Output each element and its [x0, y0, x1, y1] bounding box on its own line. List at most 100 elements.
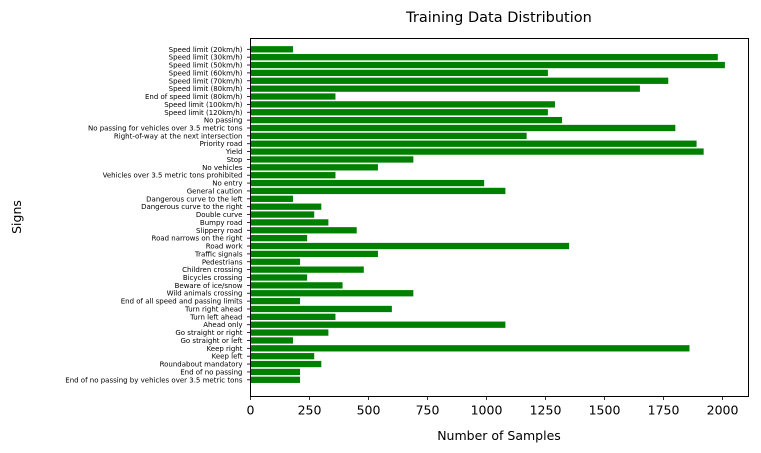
x-tick-label: 2000 — [707, 403, 739, 418]
y-tick-label: General caution — [187, 187, 243, 195]
bar — [250, 266, 364, 273]
bar — [250, 164, 378, 171]
y-tick-label: Keep left — [212, 353, 243, 361]
y-tick-label: Double curve — [196, 211, 243, 219]
bar — [250, 101, 555, 108]
y-tick-label: Keep right — [207, 345, 243, 353]
y-tick-label: Speed limit (50km/h) — [169, 62, 243, 70]
x-tick-label: 250 — [298, 403, 322, 418]
bar — [250, 376, 301, 383]
y-tick-label: Go straight or right — [175, 329, 242, 337]
bar — [250, 54, 718, 61]
y-tick-label: Children crossing — [182, 266, 242, 274]
chart-title: Training Data Distribution — [405, 10, 592, 26]
x-tick-label: 0 — [247, 403, 255, 418]
y-tick-label: Speed limit (60km/h) — [169, 69, 243, 77]
y-tick-label: Priority road — [200, 140, 243, 148]
bar — [250, 172, 336, 179]
bar — [250, 211, 315, 218]
y-tick-label: Speed limit (100km/h) — [164, 101, 243, 109]
y-tick-label: Speed limit (70km/h) — [169, 77, 243, 85]
bar — [250, 305, 392, 313]
y-tick-label: Traffic signals — [194, 250, 243, 258]
bar — [250, 242, 570, 250]
x-axis-label: Number of Samples — [437, 428, 561, 443]
y-tick-label: No vehicles — [202, 164, 243, 172]
y-tick-labels: Speed limit (20km/h)Speed limit (30km/h)… — [65, 46, 251, 384]
plot-frame — [250, 38, 749, 397]
y-tick-label: Road narrows on the right — [152, 235, 243, 243]
y-tick-label: End of all speed and passing limits — [121, 298, 243, 306]
y-tick-label: Speed limit (120km/h) — [164, 109, 243, 117]
y-tick-label: Vehicles over 3.5 metric tons prohibited — [103, 172, 243, 180]
bar — [250, 69, 548, 77]
bar — [250, 353, 315, 360]
y-tick-label: Dangerous curve to the left — [146, 195, 243, 203]
bar — [250, 140, 697, 147]
y-tick-label: End of no passing — [180, 368, 242, 376]
y-tick-label: Speed limit (80km/h) — [169, 85, 243, 93]
x-tick-label: 750 — [416, 403, 440, 418]
bar — [250, 368, 301, 376]
x-tick-label: 1000 — [471, 403, 503, 418]
bar — [250, 227, 357, 234]
bar — [250, 329, 329, 336]
y-tick-label: Roundabout mandatory — [160, 361, 243, 369]
bar — [250, 321, 506, 328]
bar — [250, 337, 293, 344]
y-tick-label: Dangerous curve to the right — [141, 203, 243, 211]
x-tick-label: 1750 — [648, 403, 680, 418]
bar — [250, 61, 725, 69]
bars-group — [250, 46, 725, 383]
y-tick-label: Pedestrians — [202, 258, 243, 266]
bar — [250, 360, 322, 368]
bar — [250, 219, 329, 226]
bar — [250, 250, 378, 258]
y-tick-label: Turn right ahead — [184, 305, 243, 313]
bar — [250, 93, 336, 100]
y-tick-label: End of no passing by vehicles over 3.5 m… — [65, 376, 243, 384]
y-tick-label: Slippery road — [196, 227, 243, 235]
bar — [250, 345, 690, 352]
x-tick-label: 1500 — [589, 403, 621, 418]
bar — [250, 274, 308, 281]
x-tick-label: 500 — [357, 403, 381, 418]
y-tick-label: Stop — [227, 156, 243, 164]
bar — [250, 148, 704, 155]
y-tick-label: Go straight or left — [180, 337, 242, 345]
y-axis-label: Signs — [9, 200, 24, 234]
x-tick-label: 1250 — [530, 403, 562, 418]
bar — [250, 195, 293, 202]
y-tick-label: Right-of-way at the next intersection — [114, 132, 243, 140]
y-tick-label: Speed limit (20km/h) — [169, 46, 243, 54]
bar — [250, 109, 548, 116]
y-tick-label: Turn left ahead — [189, 313, 242, 321]
y-tick-label: Wild animals crossing — [167, 290, 243, 298]
x-ticks: 0 250 500 750 1000 1250 1500 1750 2000 — [247, 396, 739, 418]
y-tick-label: Bumpy road — [200, 219, 243, 227]
y-tick-label: No entry — [212, 180, 242, 188]
bar — [250, 203, 322, 210]
bar — [250, 290, 414, 297]
bar — [250, 124, 676, 132]
bar — [250, 187, 506, 195]
bar — [250, 46, 293, 53]
bar — [250, 258, 301, 265]
bar — [250, 179, 485, 187]
bar — [250, 132, 527, 140]
bar — [250, 77, 669, 84]
y-tick-label: Speed limit (30km/h) — [169, 54, 243, 62]
bar — [250, 297, 301, 305]
bar — [250, 85, 640, 92]
y-tick-label: No passing for vehicles over 3.5 metric … — [88, 124, 243, 132]
y-tick-label: No passing — [204, 117, 243, 125]
bar — [250, 282, 343, 289]
bar — [250, 235, 308, 242]
bar — [250, 313, 336, 320]
y-tick-label: Bicycles crossing — [183, 274, 243, 282]
y-tick-label: Beware of ice/snow — [175, 282, 243, 290]
bar — [250, 116, 563, 124]
bar — [250, 156, 414, 163]
y-tick-label: Ahead only — [203, 321, 242, 329]
